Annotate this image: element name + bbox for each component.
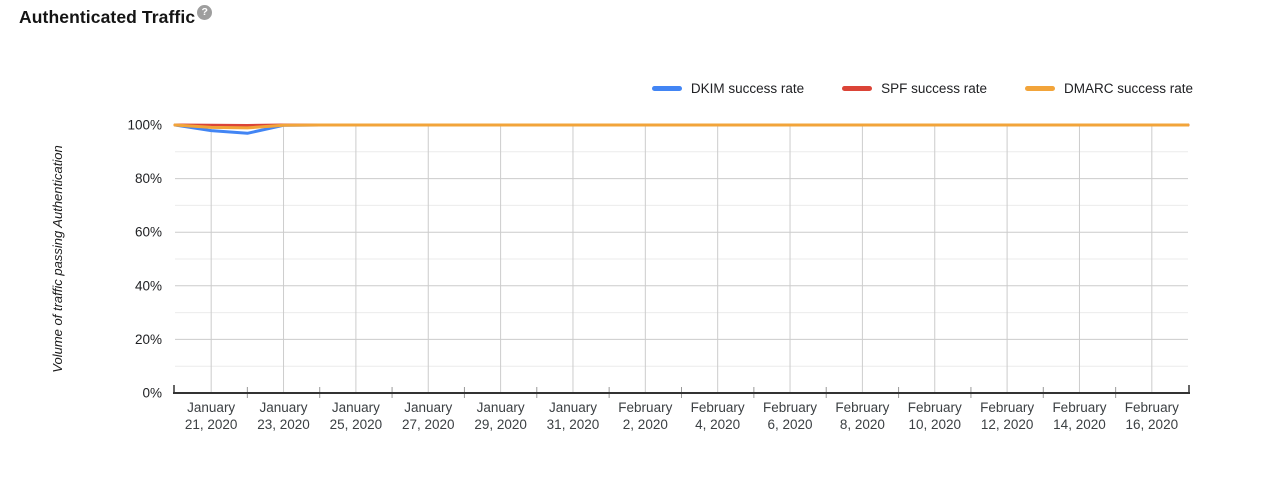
y-tick-label: 20%	[135, 332, 162, 347]
x-tick-label: February	[691, 400, 745, 415]
x-tick-label: 6, 2020	[768, 417, 813, 432]
x-tick-label: February	[763, 400, 817, 415]
x-tick-label: 29, 2020	[474, 417, 527, 432]
legend-item-dmarc: DMARC success rate	[1024, 81, 1193, 96]
x-tick-label: January	[260, 400, 308, 415]
y-tick-label: 60%	[135, 225, 162, 240]
x-tick-label: January	[187, 400, 235, 415]
x-tick-label: February	[1125, 400, 1179, 415]
page-title: Authenticated Traffic	[19, 7, 196, 27]
x-tick-label: 31, 2020	[547, 417, 600, 432]
x-tick-label: January	[404, 400, 452, 415]
legend-item-dkim: DKIM success rate	[651, 81, 805, 96]
x-tick-label: February	[1052, 400, 1106, 415]
x-tick-label: 4, 2020	[695, 417, 740, 432]
series-line-dmarc	[173, 123, 1190, 130]
legend-label: SPF success rate	[881, 81, 987, 96]
panel-header: Authenticated Traffic ?	[19, 5, 213, 28]
y-tick-label: 100%	[127, 118, 162, 133]
legend-item-spf: SPF success rate	[842, 81, 987, 96]
x-tick-label: February	[835, 400, 889, 415]
x-tick-label: 16, 2020	[1126, 417, 1179, 432]
x-tick-label: 21, 2020	[185, 417, 238, 432]
legend-swatch	[842, 86, 873, 91]
x-tick-label: 2, 2020	[623, 417, 668, 432]
chart-legend: DKIM success rate SPF success rate DMARC s…	[651, 81, 1193, 96]
axes	[173, 385, 1190, 394]
x-tick-label: February	[618, 400, 672, 415]
x-tick-label: 27, 2020	[402, 417, 455, 432]
x-tick-label: January	[549, 400, 597, 415]
y-tick-label: 0%	[142, 386, 162, 401]
y-tick-label: 40%	[135, 278, 162, 293]
x-tick-label: January	[332, 400, 380, 415]
axis-labels: 0% 20% 40% 60% 80% 100% January 21, 2020 January…	[50, 118, 1179, 433]
legend-swatch	[1024, 86, 1055, 91]
x-tick-label: February	[908, 400, 962, 415]
x-tick-label: 8, 2020	[840, 417, 885, 432]
y-tick-label: 80%	[135, 171, 162, 186]
legend-swatch	[651, 86, 682, 91]
x-tick-label: February	[980, 400, 1034, 415]
series-lines	[173, 123, 1190, 135]
help-icon[interactable]: ?	[197, 5, 213, 20]
legend-label: DKIM success rate	[690, 81, 805, 96]
x-tick-label: 12, 2020	[981, 417, 1034, 432]
x-tick-label: January	[477, 400, 525, 415]
x-tick-label: 10, 2020	[908, 417, 961, 432]
x-tick-label: 25, 2020	[330, 417, 383, 432]
legend-label: DMARC success rate	[1063, 81, 1193, 96]
gridlines	[175, 124, 1188, 398]
x-tick-label: 14, 2020	[1053, 417, 1106, 432]
y-axis-title: Volume of traffic passing Authentication	[50, 145, 65, 372]
x-tick-label: 23, 2020	[257, 417, 310, 432]
